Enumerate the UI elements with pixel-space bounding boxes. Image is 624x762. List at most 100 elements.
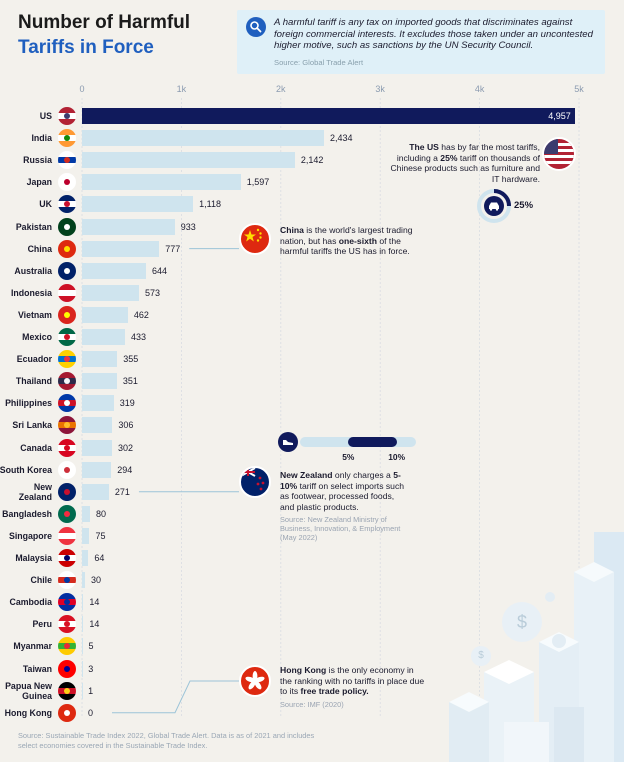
- bar-japan: [82, 174, 241, 191]
- bar-label-line: Japan: [26, 177, 52, 188]
- value-label-chile: 30: [90, 575, 101, 586]
- flag-emblem: [64, 157, 70, 164]
- value-label-malaysia: 64: [94, 553, 105, 563]
- bar-label-line: Bangladesh: [2, 508, 52, 519]
- bar-label-line: South Korea: [0, 464, 52, 475]
- bar-label-mexico: Mexico: [0, 332, 52, 342]
- bar-label-line: Taiwan: [22, 663, 52, 674]
- bar-label-line: Myanmar: [13, 641, 52, 652]
- bar-label-japan: Japan: [0, 177, 52, 187]
- bar-label-line: Hong Kong: [4, 707, 52, 718]
- nz-range-high-label: 10%: [388, 452, 406, 462]
- x-axis-ticks: 0 1k 2k 3k 4k 5k: [0, 84, 624, 98]
- value-label-singapore: 75: [95, 530, 106, 541]
- value-label-australia: 644: [152, 265, 168, 276]
- bar-label-line: Philippines: [5, 398, 52, 409]
- bar-label-line: Vietnam: [17, 309, 52, 320]
- flag-emblem: [64, 179, 70, 186]
- flag-emblem: [64, 621, 70, 628]
- bar-malaysia: [82, 550, 89, 566]
- bar-label-australia: Australia: [0, 266, 52, 276]
- nz-flag-badge: [239, 466, 271, 498]
- bar-label-line: Singapore: [8, 530, 52, 541]
- bar-label-peru: Peru: [0, 619, 52, 629]
- bar-label-myanmar: Myanmar: [0, 641, 52, 651]
- flag-philippines-icon: [58, 394, 76, 413]
- search-icon: [246, 17, 266, 37]
- flag-emblem: [64, 510, 70, 517]
- bar-singapore: [82, 527, 90, 544]
- bar-label-line: Russia: [23, 155, 52, 166]
- value-label-papua-new-guinea: 1: [88, 685, 94, 696]
- nz-note-source: Source: New Zealand Ministry of Business…: [280, 515, 401, 543]
- flag-bangladesh-icon: [58, 504, 76, 523]
- flag-emblem: [64, 665, 70, 672]
- flag-canada-icon: [58, 438, 76, 457]
- flag-emblem: [64, 555, 70, 561]
- flag-south-korea-icon: [58, 460, 76, 479]
- bar-label-line: Pakistan: [15, 221, 52, 232]
- bar-label-line: Thailand: [15, 376, 52, 387]
- bar-label-uk: UK: [0, 199, 52, 209]
- value-label-uk: 1,118: [199, 199, 221, 210]
- bar-australia: [82, 262, 146, 279]
- bar-vietnam: [82, 306, 128, 323]
- decor-coin-small: $: [471, 646, 491, 666]
- flag-papua-new-guinea-icon: [58, 681, 76, 700]
- nz-range-low-label: 5%: [342, 452, 355, 462]
- flag-emblem: [64, 334, 70, 340]
- value-label-taiwan: 3: [88, 663, 94, 674]
- flag-singapore-icon: [58, 526, 76, 545]
- bar-china: [82, 240, 160, 257]
- bar-label-line: China: [27, 243, 52, 254]
- nz-note-t1: only charges a: [332, 470, 394, 480]
- bar-label-line: Cambodia: [9, 597, 52, 608]
- footer-source: Source: Sustainable Trade Index 2022, Gl…: [18, 731, 315, 750]
- flag-emblem: [64, 599, 70, 606]
- bar-ecuador: [82, 351, 118, 368]
- flag-emblem: [64, 201, 70, 208]
- flag-emblem: [64, 577, 70, 584]
- title-line-1: Number of Harmful: [18, 12, 191, 33]
- decor-bubble: [552, 634, 566, 648]
- bar-label-line: Papua New: [5, 680, 52, 691]
- x-tick-label: 2k: [276, 84, 286, 94]
- flag-emblem: [64, 223, 70, 230]
- bar-new-zealand: [82, 483, 109, 500]
- bar-label-indonesia: Indonesia: [0, 288, 52, 298]
- flag-japan-icon: [58, 173, 76, 192]
- china-annotation: China is the world's largest trading nat…: [280, 225, 430, 257]
- bar-russia: [82, 152, 295, 169]
- flag-indonesia-icon: [58, 283, 76, 302]
- bar-label-hong-kong: Hong Kong: [0, 708, 52, 718]
- bar-label-vietnam: Vietnam: [0, 310, 52, 320]
- bar-label-pakistan: Pakistan: [0, 222, 52, 232]
- flag-thailand-icon: [58, 372, 76, 391]
- bar-uk: [82, 196, 194, 213]
- hk-annotation: Hong Kong is the only economy in the ran…: [280, 665, 425, 709]
- flag-china-icon: [58, 239, 76, 258]
- bar-thailand: [82, 373, 117, 390]
- value-label-south-korea: 294: [117, 464, 133, 475]
- hk-note-t1: is the only economy in the ranking with …: [280, 665, 425, 697]
- bar-label-line: Chile: [30, 575, 52, 586]
- car-icon: [489, 202, 499, 211]
- hk-note-bold2: free trade policy.: [300, 686, 369, 697]
- flag-chile-icon: [58, 571, 76, 590]
- us-note-t2: tariff on thousands of Chinese products …: [390, 152, 540, 184]
- flag-emblem: [64, 643, 70, 650]
- x-tick-label: 3k: [375, 84, 385, 94]
- value-label-indonesia: 573: [144, 287, 160, 298]
- flag-emblem: [64, 422, 70, 429]
- flag-us-icon: [58, 107, 76, 125]
- flag-sri-lanka-icon: [58, 416, 76, 435]
- flag-emblem: [64, 135, 70, 142]
- bar-label-singapore: Singapore: [0, 531, 52, 541]
- us-note-t1: has by far the most tariffs, including a: [396, 142, 540, 163]
- dollar-icon: $: [516, 612, 527, 632]
- decor-bubble: [545, 592, 555, 602]
- bar-label-line: Guinea: [22, 690, 52, 701]
- flag-emblem: [64, 444, 70, 451]
- bar-label-us: US: [0, 111, 52, 121]
- bar-label-line: UK: [39, 199, 52, 210]
